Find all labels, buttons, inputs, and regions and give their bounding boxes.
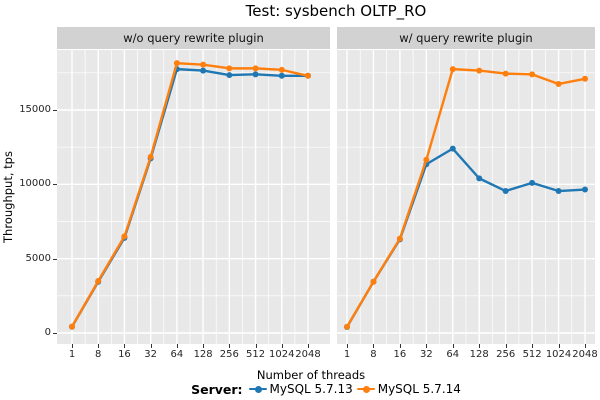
y-tick-mark <box>53 333 57 334</box>
legend-entry-mysql-5714: MySQL 5.7.14 <box>356 382 461 396</box>
x-tick-mark <box>176 344 178 348</box>
y-tick-mark <box>53 110 57 111</box>
x-axis-label: Number of threads <box>256 368 366 382</box>
data-point <box>423 156 430 163</box>
x-tick-mark <box>426 344 428 348</box>
x-tick-mark <box>347 344 348 348</box>
data-point <box>226 65 233 72</box>
line-marker-icon <box>248 383 267 395</box>
x-tick-mark <box>72 344 73 348</box>
legend-title: Server: <box>191 381 243 397</box>
data-point <box>278 72 285 79</box>
x-tick-mark <box>532 344 534 348</box>
x-tick-mark <box>255 344 257 348</box>
y-axis-label: Throughput, tps <box>1 151 15 243</box>
data-point <box>449 145 456 152</box>
panel-w-query-rewrite <box>337 50 595 344</box>
x-tick-label: 2048 <box>572 349 598 360</box>
panel-plot-area <box>57 50 330 344</box>
x-tick-mark <box>150 344 152 348</box>
x-tick-label: 512 <box>522 349 542 360</box>
x-tick-mark <box>452 344 454 348</box>
y-tick-label: 15000 <box>19 104 51 115</box>
x-tick-mark <box>505 344 507 348</box>
x-tick-mark <box>373 344 375 348</box>
series-line <box>345 67 587 328</box>
data-point <box>370 278 377 285</box>
x-tick-mark <box>124 344 126 348</box>
data-point <box>502 70 509 77</box>
data-point <box>396 235 403 242</box>
data-point <box>147 153 154 160</box>
data-point <box>252 71 259 78</box>
x-tick-mark <box>558 344 560 348</box>
panel-wo-query-rewrite <box>57 50 330 344</box>
data-point <box>278 66 285 73</box>
x-tick-label: 32 <box>419 349 433 360</box>
series-line <box>70 61 310 328</box>
panel-plot-area <box>337 50 595 344</box>
x-tick-mark <box>229 344 231 348</box>
legend-entry-label: MySQL 5.7.14 <box>377 382 461 396</box>
x-tick-label: 1 <box>343 349 351 360</box>
x-tick-mark <box>281 344 283 348</box>
data-point <box>173 60 180 67</box>
legend-entry-mysql-5713: MySQL 5.7.13 <box>248 382 353 396</box>
x-tick-label: 16 <box>118 349 131 360</box>
x-tick-label: 1 <box>68 349 76 360</box>
x-tick-label: 1024 <box>545 349 572 360</box>
data-point <box>529 179 536 186</box>
x-tick-mark <box>479 344 481 348</box>
x-tick-label: 64 <box>446 349 460 360</box>
data-point <box>502 188 509 195</box>
data-point <box>529 71 536 78</box>
data-point <box>226 72 233 79</box>
data-point <box>476 67 483 74</box>
x-tick-label: 32 <box>144 349 158 360</box>
line-marker-icon <box>356 383 375 395</box>
data-point <box>69 323 75 330</box>
data-point <box>200 67 207 74</box>
facet-strip-right: w/ query rewrite plugin <box>337 27 595 49</box>
y-tick-label: 10000 <box>19 178 51 190</box>
x-tick-mark <box>98 344 100 348</box>
data-point <box>582 75 588 82</box>
data-point <box>449 66 456 73</box>
data-point <box>200 61 207 68</box>
data-point <box>252 65 259 72</box>
data-point <box>344 323 350 330</box>
x-tick-label: 8 <box>370 349 377 360</box>
x-tick-label: 256 <box>496 349 516 360</box>
x-tick-label: 64 <box>170 349 184 360</box>
data-point <box>476 175 483 182</box>
x-tick-label: 1024 <box>269 349 295 360</box>
data-point <box>95 277 102 284</box>
y-tick-mark <box>53 184 57 186</box>
legend-entry-label: MySQL 5.7.13 <box>269 382 353 396</box>
x-tick-label: 128 <box>469 349 489 360</box>
legend: Server: MySQL 5.7.13 MySQL 5.7.14 <box>57 379 595 399</box>
chart-title: Test: sysbench OLTP_RO <box>245 2 427 20</box>
x-tick-label: 128 <box>193 349 213 360</box>
data-point <box>121 233 128 240</box>
x-tick-label: 256 <box>219 349 239 360</box>
x-tick-mark <box>399 344 401 348</box>
x-tick-label: 512 <box>246 349 266 360</box>
x-tick-label: 16 <box>393 349 407 360</box>
y-tick-label: 5000 <box>25 252 51 264</box>
x-tick-label: 2048 <box>295 349 321 360</box>
x-tick-label: 8 <box>95 349 102 360</box>
x-tick-mark <box>308 344 309 348</box>
data-point <box>555 188 562 195</box>
y-tick-label: 0 <box>44 327 51 338</box>
x-tick-mark <box>585 344 586 348</box>
data-point <box>305 72 311 79</box>
facet-strip-left: w/o query rewrite plugin <box>57 27 330 49</box>
data-point <box>555 80 562 87</box>
y-tick-mark <box>53 258 57 260</box>
data-point <box>582 186 588 193</box>
x-tick-mark <box>203 344 205 348</box>
